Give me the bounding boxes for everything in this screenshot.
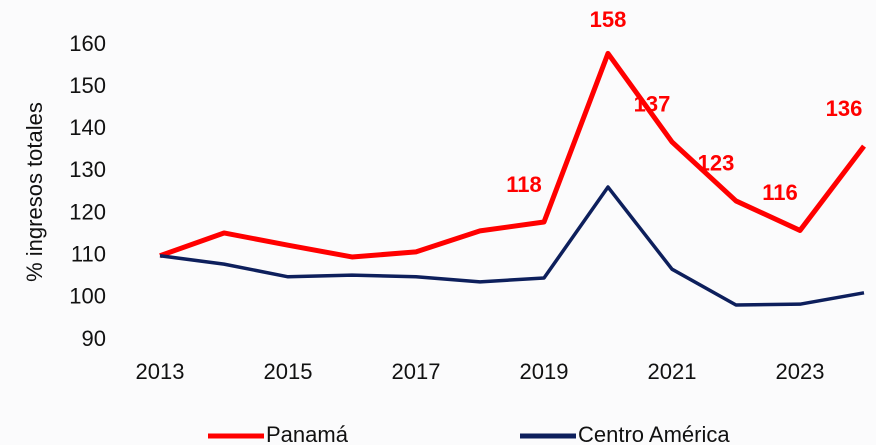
- x-tick-label: 2019: [520, 359, 569, 384]
- x-tick-label: 2021: [648, 359, 697, 384]
- y-tick-label: 90: [82, 326, 106, 351]
- legend-label: Panamá: [266, 422, 349, 445]
- data-label: 158: [590, 7, 627, 32]
- y-tick-label: 100: [69, 284, 106, 309]
- legend-label: Centro América: [578, 422, 730, 445]
- data-label: 137: [634, 92, 671, 117]
- data-label: 123: [698, 151, 735, 176]
- data-label: 136: [826, 96, 863, 121]
- y-tick-label: 140: [69, 115, 106, 140]
- y-axis-label: % ingresos totales: [22, 102, 47, 282]
- y-tick-label: 110: [71, 242, 106, 267]
- x-tick-label: 2013: [136, 359, 185, 384]
- line: [159, 185, 865, 307]
- y-tick-label: 120: [69, 199, 106, 224]
- y-tick-label: 160: [69, 31, 106, 56]
- line: [159, 50, 866, 260]
- y-tick-label: 130: [69, 157, 106, 182]
- x-tick-label: 2023: [776, 359, 825, 384]
- data-label: 118: [506, 172, 542, 197]
- x-tick-label: 2017: [392, 359, 441, 384]
- data-label: 116: [762, 180, 798, 205]
- y-tick-label: 150: [69, 73, 106, 98]
- x-tick-label: 2015: [264, 359, 313, 384]
